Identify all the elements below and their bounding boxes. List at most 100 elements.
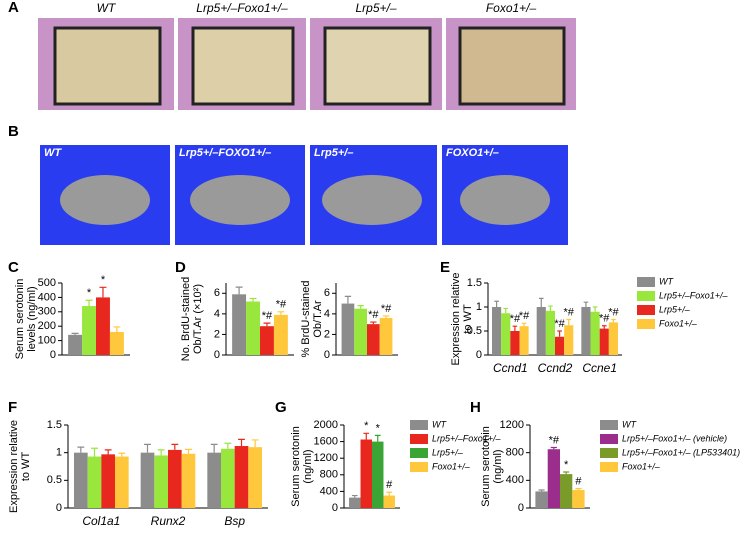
bar bbox=[246, 301, 260, 355]
image bbox=[190, 175, 290, 225]
error-bar bbox=[113, 326, 121, 332]
y-tick-label: 300 bbox=[38, 306, 56, 318]
significance-mark: *# bbox=[510, 313, 521, 325]
panel-label: E bbox=[440, 259, 450, 276]
y-tick-label: 400 bbox=[38, 291, 56, 303]
error-bar bbox=[351, 494, 358, 498]
error-bar bbox=[157, 449, 165, 456]
error-bar bbox=[344, 295, 352, 304]
histology-images bbox=[38, 18, 576, 110]
error-bar bbox=[521, 322, 527, 327]
panel-label: A bbox=[8, 0, 19, 16]
y-axis-label: to WT bbox=[462, 304, 474, 334]
legend-swatch bbox=[600, 420, 618, 430]
image bbox=[60, 175, 150, 225]
error-bar bbox=[171, 443, 179, 450]
image bbox=[322, 175, 422, 225]
y-axis-label: Expression relative bbox=[450, 273, 462, 366]
image-caption: WT bbox=[44, 147, 62, 159]
legend-label: WT bbox=[622, 419, 637, 429]
error-bar bbox=[118, 452, 126, 457]
bar bbox=[260, 326, 274, 355]
bar bbox=[248, 447, 262, 508]
legend-swatch bbox=[600, 462, 618, 472]
error-bar bbox=[99, 286, 107, 298]
bar bbox=[354, 308, 367, 355]
bar bbox=[599, 328, 609, 355]
error-bar bbox=[566, 318, 572, 326]
error-bar bbox=[494, 300, 499, 307]
y-tick-label: 2 bbox=[324, 328, 330, 340]
microct-images bbox=[40, 145, 568, 245]
y-tick-label: 400 bbox=[320, 485, 338, 497]
error-bar bbox=[357, 305, 364, 309]
y-tick-label: 0 bbox=[214, 349, 220, 361]
x-tick-label: Runx2 bbox=[151, 514, 186, 528]
y-tick-label: 1.5 bbox=[467, 277, 482, 289]
error-bar bbox=[512, 325, 518, 331]
error-bar bbox=[235, 286, 243, 295]
legend-label: Lrp5+/– bbox=[659, 304, 691, 314]
bar bbox=[379, 317, 393, 355]
legend-label: Lrp5+/–Foxo1+/– bbox=[659, 290, 729, 300]
y-axis-label: % BrdU-stained bbox=[300, 280, 312, 357]
y-tick-label: 0 bbox=[476, 349, 482, 361]
legend-swatch bbox=[637, 277, 655, 287]
bar bbox=[564, 325, 574, 355]
significance-mark: # bbox=[386, 479, 393, 491]
bar bbox=[74, 452, 88, 508]
y-tick-label: 400 bbox=[506, 474, 524, 486]
bar bbox=[221, 448, 235, 508]
x-tick-label: Ccnd1 bbox=[493, 361, 528, 375]
y-tick-label: 0 bbox=[324, 349, 330, 361]
image bbox=[53, 26, 162, 106]
error-bar bbox=[382, 315, 390, 318]
legend-label: Foxo1+/– bbox=[659, 318, 698, 328]
significance-mark: *# bbox=[368, 309, 379, 321]
error-bar bbox=[104, 449, 112, 455]
legend-label: Foxo1+/– bbox=[432, 461, 471, 471]
error-bar bbox=[71, 332, 79, 335]
legend-swatch bbox=[600, 448, 618, 458]
error-bar bbox=[251, 439, 259, 448]
y-tick-label: 800 bbox=[320, 469, 338, 481]
image-caption: FOXO1+/– bbox=[446, 147, 499, 159]
x-tick-label: Ccne1 bbox=[582, 361, 617, 375]
image-caption: Foxo1+/– bbox=[486, 1, 537, 15]
panel-label: D bbox=[175, 259, 186, 276]
bar bbox=[492, 307, 502, 355]
y-axis-label: No. BrdU-stained bbox=[180, 277, 192, 361]
y-tick-label: 4 bbox=[324, 308, 330, 320]
bar bbox=[234, 446, 249, 508]
bar bbox=[560, 474, 573, 508]
error-bar bbox=[601, 325, 607, 329]
bar bbox=[535, 491, 548, 508]
bar bbox=[581, 307, 591, 355]
image-caption: Lrp5+/–FOXO1+/– bbox=[179, 147, 271, 159]
error-bar bbox=[144, 443, 151, 453]
error-bar bbox=[548, 305, 553, 311]
y-tick-label: 2000 bbox=[314, 419, 338, 431]
bar bbox=[501, 313, 511, 355]
bar bbox=[590, 311, 600, 355]
legend-label: Lrp5+/– bbox=[432, 447, 464, 457]
y-axis-label: Serum serotonin bbox=[290, 426, 302, 507]
bar bbox=[68, 334, 83, 355]
error-bar bbox=[85, 299, 93, 307]
legend-label: Lrp5+/–Foxo1+/– bbox=[432, 433, 502, 443]
bar bbox=[232, 294, 247, 355]
legend-label: Lrp5+/–Foxo1+/– (LP533401) bbox=[622, 447, 740, 457]
bar bbox=[536, 307, 546, 355]
legend-swatch bbox=[410, 420, 428, 430]
bar bbox=[510, 331, 520, 355]
error-bar bbox=[386, 491, 393, 496]
y-tick-label: 4 bbox=[214, 308, 220, 320]
y-tick-label: 0 bbox=[518, 502, 524, 514]
legend-label: Foxo1+/– bbox=[622, 461, 661, 471]
image bbox=[458, 26, 566, 106]
significance-mark: *# bbox=[381, 303, 392, 315]
panel-label: B bbox=[8, 123, 19, 140]
error-bar bbox=[538, 489, 545, 492]
bar bbox=[96, 297, 110, 355]
